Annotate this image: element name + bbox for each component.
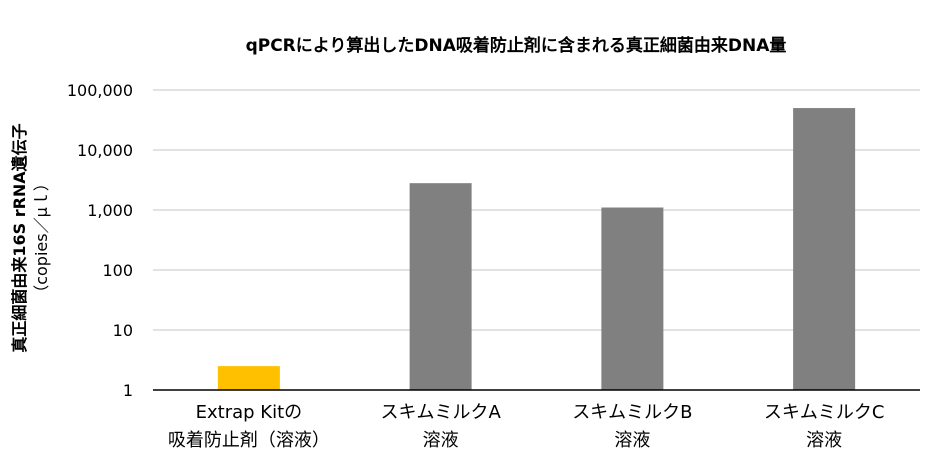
y-axis-label-line-1: 真正細菌由来16S rRNA遺伝子	[10, 123, 29, 352]
y-tick-label: 1,000	[87, 201, 133, 220]
y-axis-label: 真正細菌由来16S rRNA遺伝子 （copies／μｌ）	[10, 123, 51, 352]
y-tick-label: 100	[102, 261, 133, 280]
x-tick-label: スキムミルクC	[764, 402, 885, 423]
y-axis-ticks: 100,000 10,000 1,000 100 10 1	[67, 81, 133, 400]
y-axis-label-line-2: （copies／μｌ）	[32, 175, 51, 301]
gridlines	[153, 89, 920, 331]
y-tick-label: 10,000	[77, 141, 133, 160]
chart-title: qPCRにより算出したDNA吸着防止剤に含まれる真正細菌由来DNA量	[246, 35, 787, 56]
x-tick-label: Extrap Kitの	[196, 402, 303, 423]
x-tick-label: 溶液	[806, 430, 842, 451]
bar	[217, 366, 280, 390]
y-tick-label: 10	[113, 321, 133, 340]
y-tick-label: 100,000	[67, 81, 133, 100]
x-tick-label: 吸着防止剤（溶液）	[168, 430, 330, 451]
x-tick-label: 溶液	[614, 430, 650, 451]
bar	[793, 108, 856, 390]
x-tick-label: スキムミルクA	[380, 402, 501, 423]
x-tick-label: 溶液	[423, 430, 459, 451]
bar	[601, 207, 664, 390]
bars	[217, 108, 856, 390]
x-tick-label: スキムミルクB	[572, 402, 692, 423]
y-tick-label: 1	[123, 381, 133, 400]
bar	[409, 183, 472, 390]
